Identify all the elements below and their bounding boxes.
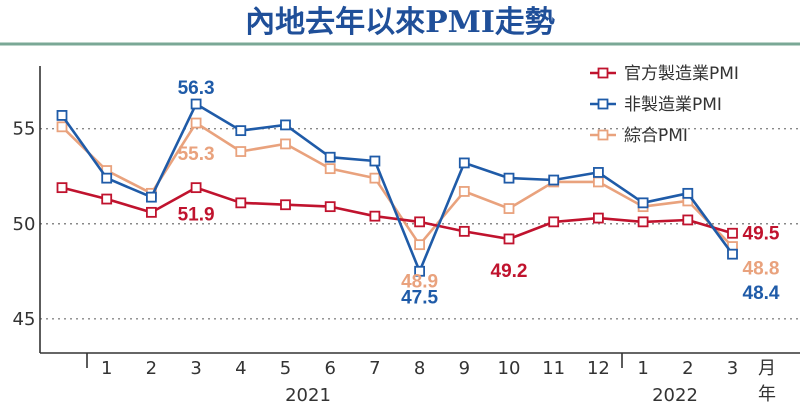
y-tick-label-55: 55 [13, 119, 36, 140]
point-composite [369, 172, 381, 184]
x-tick-label: 3 [727, 358, 738, 379]
data-label-non_manufacturing: 56.3 [178, 78, 215, 99]
point-official [593, 212, 604, 224]
y-tick-label-50: 50 [13, 214, 36, 235]
point-non_manufacturing [727, 248, 738, 260]
chart-title: 內地去年以來PMI走勢 [245, 5, 555, 40]
point-official [637, 216, 649, 228]
point-official [56, 182, 68, 194]
x-unit-month: 月 [758, 358, 776, 379]
x-tick-label: 1 [637, 358, 648, 379]
x-tick-label: 5 [280, 358, 291, 379]
data-label-composite: 48.8 [743, 259, 780, 280]
point-official [548, 216, 560, 228]
point-non_manufacturing [101, 172, 113, 184]
point-non_manufacturing [324, 151, 336, 163]
point-composite [414, 239, 426, 251]
legend-item-non_manufacturing: 非製造業PMI [590, 95, 722, 115]
data-label-composite: 48.9 [401, 272, 438, 293]
x-tick-label: 4 [235, 358, 246, 379]
legend-item-official: 官方製造業PMI [590, 64, 739, 84]
x-unit-year: 年 [758, 384, 776, 405]
point-non_manufacturing [56, 110, 68, 121]
x-tick-label: 6 [324, 358, 335, 379]
point-official [458, 225, 470, 237]
legend-label: 非製造業PMI [624, 95, 722, 115]
point-official [727, 227, 738, 239]
legend: 官方製造業PMI 非製造業PMI 綜合PMI [590, 64, 739, 146]
point-official [682, 214, 694, 226]
x-tick-label: 2 [146, 358, 157, 379]
point-composite [503, 203, 515, 214]
point-composite [324, 163, 336, 175]
legend-item-composite: 綜合PMI [590, 126, 688, 146]
x-tick-label: 3 [190, 358, 201, 379]
year-label-2021: 2021 [285, 385, 331, 406]
x-tick-label: 8 [414, 358, 425, 379]
point-official [145, 206, 157, 218]
data-label-official: 49.2 [491, 261, 528, 282]
y-tick-label-45: 45 [13, 309, 36, 330]
annotation-layer: 56.3 55.3 51.9 48.947.5 49.2 49.5 48.8 48.4 [178, 78, 780, 308]
legend-swatch-marker [597, 67, 609, 79]
data-label-official: 49.5 [743, 223, 780, 244]
point-official [324, 201, 336, 213]
point-official [280, 199, 291, 211]
point-non_manufacturing [548, 174, 560, 186]
series-non_manufacturing [56, 98, 738, 277]
series-line-non_manufacturing [60, 102, 734, 273]
x-tick-label: 2 [682, 358, 693, 379]
data-label-non_manufacturing: 47.5 [401, 287, 438, 308]
point-composite [190, 117, 202, 129]
point-non_manufacturing [190, 98, 202, 110]
point-non_manufacturing [369, 155, 381, 167]
point-non_manufacturing [280, 119, 291, 131]
x-tick-label: 7 [369, 358, 380, 379]
point-non_manufacturing [593, 167, 604, 178]
point-composite [458, 186, 470, 197]
x-tick-label: 1 [101, 358, 112, 379]
point-non_manufacturing [458, 157, 470, 169]
point-non_manufacturing [503, 172, 515, 184]
legend-swatch-marker [597, 129, 609, 141]
point-official [414, 216, 426, 228]
point-official [369, 210, 381, 222]
point-composite [280, 138, 291, 150]
point-non_manufacturing [682, 187, 694, 199]
point-official [190, 182, 202, 194]
legend-label: 官方製造業PMI [624, 64, 739, 84]
point-non_manufacturing [637, 197, 649, 209]
point-official [235, 197, 247, 209]
x-tick-label: 9 [459, 358, 470, 379]
point-composite [235, 146, 247, 157]
x-tick-label: 10 [498, 358, 521, 379]
series-layer [56, 98, 738, 277]
data-label-official: 51.9 [178, 205, 215, 226]
legend-swatch-marker [597, 98, 609, 110]
x-tick-label: 12 [587, 358, 610, 379]
point-non_manufacturing [235, 125, 247, 137]
series-line-composite [61, 121, 734, 248]
point-official [101, 193, 113, 205]
point-composite [593, 176, 604, 188]
x-tick-label: 11 [542, 358, 565, 379]
data-label-composite: 55.3 [178, 144, 215, 165]
legend-label: 綜合PMI [624, 126, 688, 146]
point-non_manufacturing [145, 191, 157, 203]
point-composite [56, 121, 68, 133]
year-label-2022: 2022 [652, 385, 698, 406]
point-official [503, 233, 515, 245]
point-non_manufacturing [414, 265, 426, 277]
data-label-non_manufacturing: 48.4 [743, 283, 780, 304]
